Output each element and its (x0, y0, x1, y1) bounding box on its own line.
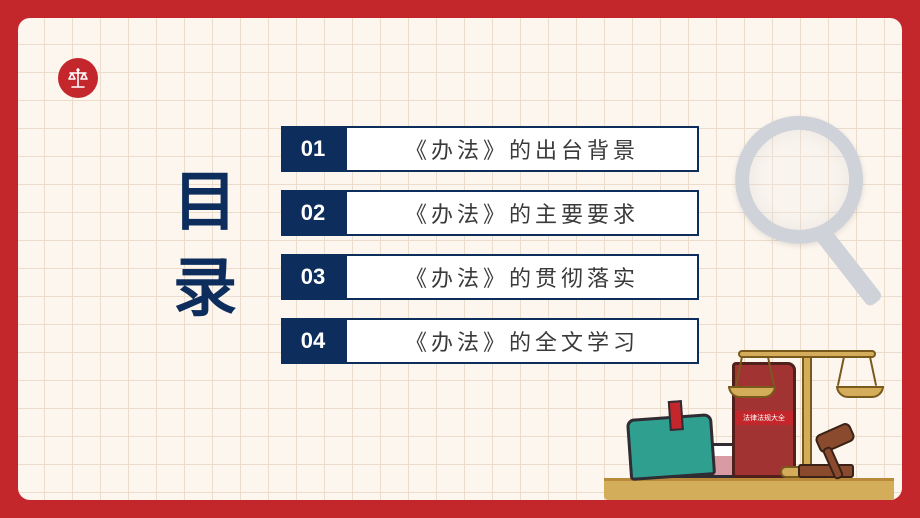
toc-item-01[interactable]: 01 《办法》的出台背景 (281, 126, 699, 172)
toc-item-02[interactable]: 02 《办法》的主要要求 (281, 190, 699, 236)
toc-label: 《办法》的出台背景 (345, 126, 699, 172)
toc-label: 《办法》的主要要求 (345, 190, 699, 236)
slide-card: 目 录 01 《办法》的出台背景 02 《办法》的主要要求 03 《办法》的贯彻… (18, 18, 902, 500)
toc-item-03[interactable]: 03 《办法》的贯彻落实 (281, 254, 699, 300)
magnifier-decor (727, 105, 903, 324)
scales-icon (58, 58, 98, 98)
book-decor-2 (626, 413, 716, 481)
content-row: 目 录 01 《办法》的出台背景 02 《办法》的主要要求 03 《办法》的贯彻… (173, 126, 699, 364)
toc-num: 01 (281, 126, 345, 172)
toc-title: 目 录 (173, 159, 239, 332)
toc-label: 《办法》的贯彻落实 (345, 254, 699, 300)
toc-num: 02 (281, 190, 345, 236)
toc-items: 01 《办法》的出台背景 02 《办法》的主要要求 03 《办法》的贯彻落实 0… (281, 126, 699, 364)
slide-frame: 目 录 01 《办法》的出台背景 02 《办法》的主要要求 03 《办法》的贯彻… (0, 0, 920, 518)
gavel-decor (786, 422, 876, 478)
law-illustration: 法律法规大全 (624, 330, 884, 500)
title-char-2: 录 (173, 245, 239, 331)
toc-num: 03 (281, 254, 345, 300)
toc-num: 04 (281, 318, 345, 364)
title-char-1: 目 (173, 159, 239, 245)
table-decor (604, 478, 894, 500)
